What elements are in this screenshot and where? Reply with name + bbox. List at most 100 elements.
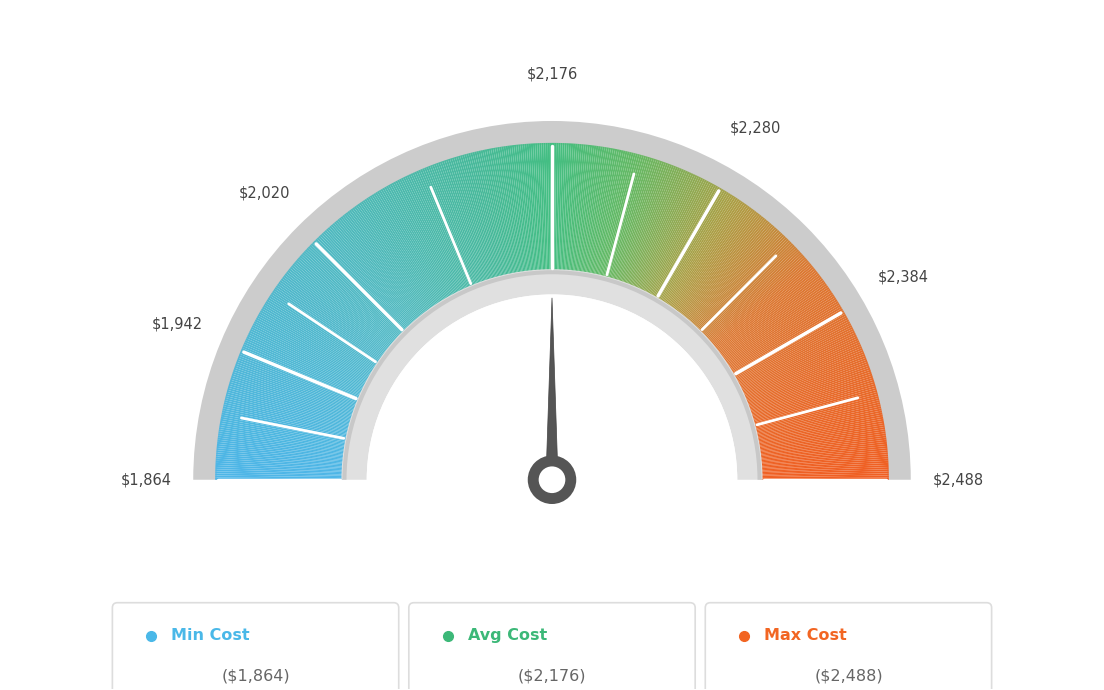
- Wedge shape: [714, 268, 816, 350]
- Wedge shape: [265, 301, 375, 370]
- Wedge shape: [760, 435, 887, 453]
- Wedge shape: [563, 144, 571, 271]
- Wedge shape: [217, 442, 344, 457]
- Wedge shape: [760, 450, 888, 463]
- Wedge shape: [460, 155, 497, 279]
- Wedge shape: [652, 184, 716, 297]
- Wedge shape: [375, 192, 444, 302]
- Wedge shape: [749, 368, 870, 411]
- Wedge shape: [401, 178, 459, 293]
- Wedge shape: [641, 175, 698, 291]
- Wedge shape: [758, 425, 884, 447]
- Wedge shape: [754, 396, 879, 429]
- Wedge shape: [648, 181, 709, 295]
- Wedge shape: [367, 295, 737, 665]
- Wedge shape: [323, 231, 411, 326]
- Text: $2,280: $2,280: [730, 121, 781, 136]
- Wedge shape: [644, 177, 701, 293]
- Wedge shape: [223, 404, 349, 434]
- Wedge shape: [524, 144, 537, 272]
- Wedge shape: [429, 165, 478, 285]
- Wedge shape: [620, 161, 665, 283]
- Wedge shape: [645, 178, 703, 293]
- Wedge shape: [554, 143, 559, 271]
- Wedge shape: [514, 145, 530, 273]
- Wedge shape: [466, 153, 500, 278]
- Wedge shape: [705, 250, 800, 339]
- Wedge shape: [696, 234, 784, 328]
- Wedge shape: [291, 265, 391, 348]
- Wedge shape: [710, 259, 807, 344]
- Wedge shape: [416, 170, 469, 288]
- Wedge shape: [667, 199, 740, 306]
- Wedge shape: [724, 290, 831, 364]
- Wedge shape: [718, 275, 820, 354]
- Wedge shape: [215, 469, 343, 475]
- Wedge shape: [660, 192, 729, 302]
- Wedge shape: [740, 333, 856, 390]
- Wedge shape: [585, 147, 607, 274]
- Wedge shape: [251, 327, 365, 386]
- Wedge shape: [231, 375, 353, 417]
- Wedge shape: [761, 467, 889, 473]
- Wedge shape: [704, 249, 799, 337]
- Wedge shape: [421, 169, 471, 288]
- Wedge shape: [760, 446, 888, 460]
- Wedge shape: [379, 190, 446, 301]
- Wedge shape: [650, 183, 712, 296]
- Wedge shape: [761, 475, 889, 478]
- Wedge shape: [477, 151, 507, 276]
- Wedge shape: [236, 362, 357, 408]
- Wedge shape: [743, 344, 861, 397]
- Wedge shape: [673, 206, 750, 310]
- Wedge shape: [193, 121, 911, 480]
- Wedge shape: [215, 461, 343, 469]
- Wedge shape: [711, 262, 810, 346]
- Wedge shape: [328, 227, 414, 324]
- Wedge shape: [613, 157, 652, 280]
- Wedge shape: [578, 146, 596, 273]
- Wedge shape: [742, 338, 859, 393]
- Wedge shape: [732, 310, 845, 375]
- Wedge shape: [754, 394, 879, 428]
- Wedge shape: [538, 143, 544, 271]
- Wedge shape: [359, 202, 434, 308]
- Wedge shape: [651, 184, 714, 297]
- Wedge shape: [656, 188, 722, 299]
- Wedge shape: [752, 382, 874, 420]
- Wedge shape: [422, 168, 473, 287]
- Wedge shape: [638, 173, 693, 290]
- Wedge shape: [623, 163, 668, 284]
- Wedge shape: [591, 149, 617, 275]
- Wedge shape: [349, 210, 427, 313]
- Wedge shape: [382, 188, 448, 299]
- Wedge shape: [256, 317, 369, 380]
- Wedge shape: [287, 270, 389, 351]
- Wedge shape: [647, 179, 707, 294]
- Wedge shape: [755, 398, 879, 431]
- Wedge shape: [689, 226, 775, 323]
- Wedge shape: [552, 143, 554, 271]
- Wedge shape: [666, 197, 737, 306]
- Wedge shape: [539, 143, 545, 271]
- Wedge shape: [732, 308, 843, 375]
- Wedge shape: [683, 217, 765, 318]
- Wedge shape: [529, 144, 539, 271]
- Wedge shape: [693, 231, 781, 326]
- Wedge shape: [220, 423, 347, 446]
- Wedge shape: [307, 248, 401, 337]
- Wedge shape: [217, 440, 344, 456]
- Wedge shape: [707, 253, 802, 339]
- Wedge shape: [701, 244, 795, 335]
- Wedge shape: [337, 219, 420, 319]
- Text: $1,942: $1,942: [151, 317, 202, 332]
- Wedge shape: [625, 164, 672, 284]
- Wedge shape: [594, 150, 622, 275]
- Wedge shape: [364, 199, 437, 306]
- Wedge shape: [561, 144, 569, 271]
- Wedge shape: [506, 146, 524, 273]
- Wedge shape: [708, 255, 805, 342]
- Wedge shape: [567, 144, 580, 272]
- Wedge shape: [370, 195, 440, 304]
- Wedge shape: [285, 273, 388, 353]
